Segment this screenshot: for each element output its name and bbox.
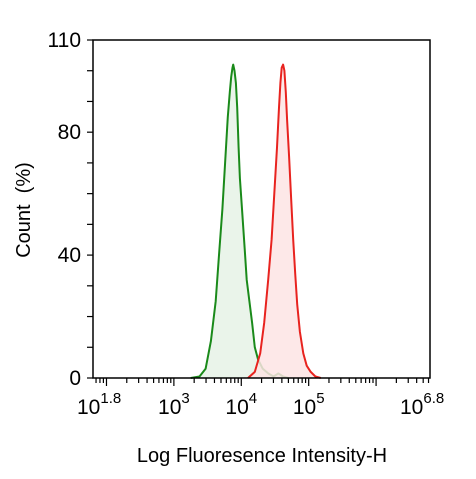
x-tick-label: 104 [225,390,257,419]
x-tick-label: 101.8 [77,390,121,419]
y-axis-label: Count (%) [13,162,35,258]
plot-frame [92,39,431,379]
x-axis: 101.8 103 104 105 106.8 [77,378,444,419]
series-layer [190,63,322,379]
x-axis-label: Log Fluoresence Intensity-H [137,445,387,467]
series-1-area [248,64,321,378]
x-tick-label: 106.8 [400,390,444,419]
y-tick-label: 80 [58,121,81,144]
y-axis: 0 40 80 110 [48,29,93,390]
y-tick-label: 0 [69,367,81,390]
svg-text:101.8: 101.8 [77,390,121,419]
x-tick-label: 105 [293,390,325,419]
y-tick-label: 40 [58,244,81,267]
series-0-area [190,64,289,378]
svg-text:105: 105 [293,390,325,419]
y-tick-label: 110 [48,29,81,52]
svg-text:103: 103 [158,390,190,419]
axes-layer [92,39,431,379]
svg-text:104: 104 [225,390,257,419]
x-tick-label: 103 [158,390,190,419]
series-1-line [247,63,322,379]
svg-text:106.8: 106.8 [400,390,444,419]
